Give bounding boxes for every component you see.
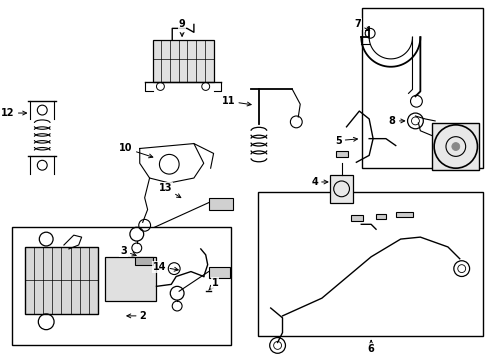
Bar <box>24 247 98 314</box>
Bar <box>135 257 152 265</box>
Text: 14: 14 <box>153 262 178 272</box>
Text: 11: 11 <box>221 96 251 106</box>
Text: 9: 9 <box>178 19 185 36</box>
Bar <box>208 267 230 279</box>
Text: 5: 5 <box>334 136 357 145</box>
Text: 4: 4 <box>310 177 327 187</box>
Bar <box>375 215 385 219</box>
Text: 1: 1 <box>208 278 218 290</box>
Text: 2: 2 <box>126 311 146 321</box>
Text: 6: 6 <box>367 340 374 354</box>
Bar <box>152 40 213 81</box>
Bar <box>12 227 231 346</box>
Bar <box>329 175 353 203</box>
Bar <box>395 212 413 217</box>
Bar <box>208 198 233 210</box>
Bar <box>335 152 347 157</box>
Text: 3: 3 <box>120 246 136 256</box>
Bar <box>257 192 483 336</box>
Bar <box>351 215 363 221</box>
Bar <box>105 257 156 301</box>
Text: 8: 8 <box>388 116 404 126</box>
Circle shape <box>451 143 459 150</box>
Bar <box>431 123 478 170</box>
Text: 13: 13 <box>159 183 181 198</box>
Bar <box>362 8 483 168</box>
Text: 12: 12 <box>1 108 26 118</box>
Text: 7: 7 <box>354 19 369 31</box>
Text: 10: 10 <box>119 144 152 158</box>
